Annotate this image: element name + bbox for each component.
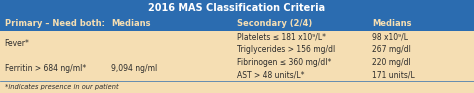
Text: Fever*: Fever* [5, 39, 29, 48]
Text: 9,094 ng/ml: 9,094 ng/ml [111, 64, 158, 73]
FancyBboxPatch shape [0, 31, 474, 93]
Text: *indicates presence in our patient: *indicates presence in our patient [5, 84, 118, 90]
Text: Fibrinogen ≤ 360 mg/dl*: Fibrinogen ≤ 360 mg/dl* [237, 58, 331, 67]
Text: Primary – Need both:: Primary – Need both: [5, 19, 105, 28]
Text: Medians: Medians [111, 19, 151, 28]
FancyBboxPatch shape [0, 17, 474, 31]
FancyBboxPatch shape [0, 0, 474, 17]
Text: 2016 MAS Classification Criteria: 2016 MAS Classification Criteria [148, 3, 326, 13]
Text: AST > 48 units/L*: AST > 48 units/L* [237, 70, 304, 79]
Text: 98 x10⁹/L: 98 x10⁹/L [372, 33, 408, 42]
Text: 220 mg/dl: 220 mg/dl [372, 58, 411, 67]
Text: Secondary (2/4): Secondary (2/4) [237, 19, 312, 28]
Text: Triglycerides > 156 mg/dl: Triglycerides > 156 mg/dl [237, 45, 335, 54]
Text: Platelets ≤ 181 x10⁹/L*: Platelets ≤ 181 x10⁹/L* [237, 33, 326, 42]
Text: 171 units/L: 171 units/L [372, 70, 415, 79]
Text: 267 mg/dl: 267 mg/dl [372, 45, 411, 54]
Text: Medians: Medians [372, 19, 411, 28]
Text: Ferritin > 684 ng/ml*: Ferritin > 684 ng/ml* [5, 64, 86, 73]
